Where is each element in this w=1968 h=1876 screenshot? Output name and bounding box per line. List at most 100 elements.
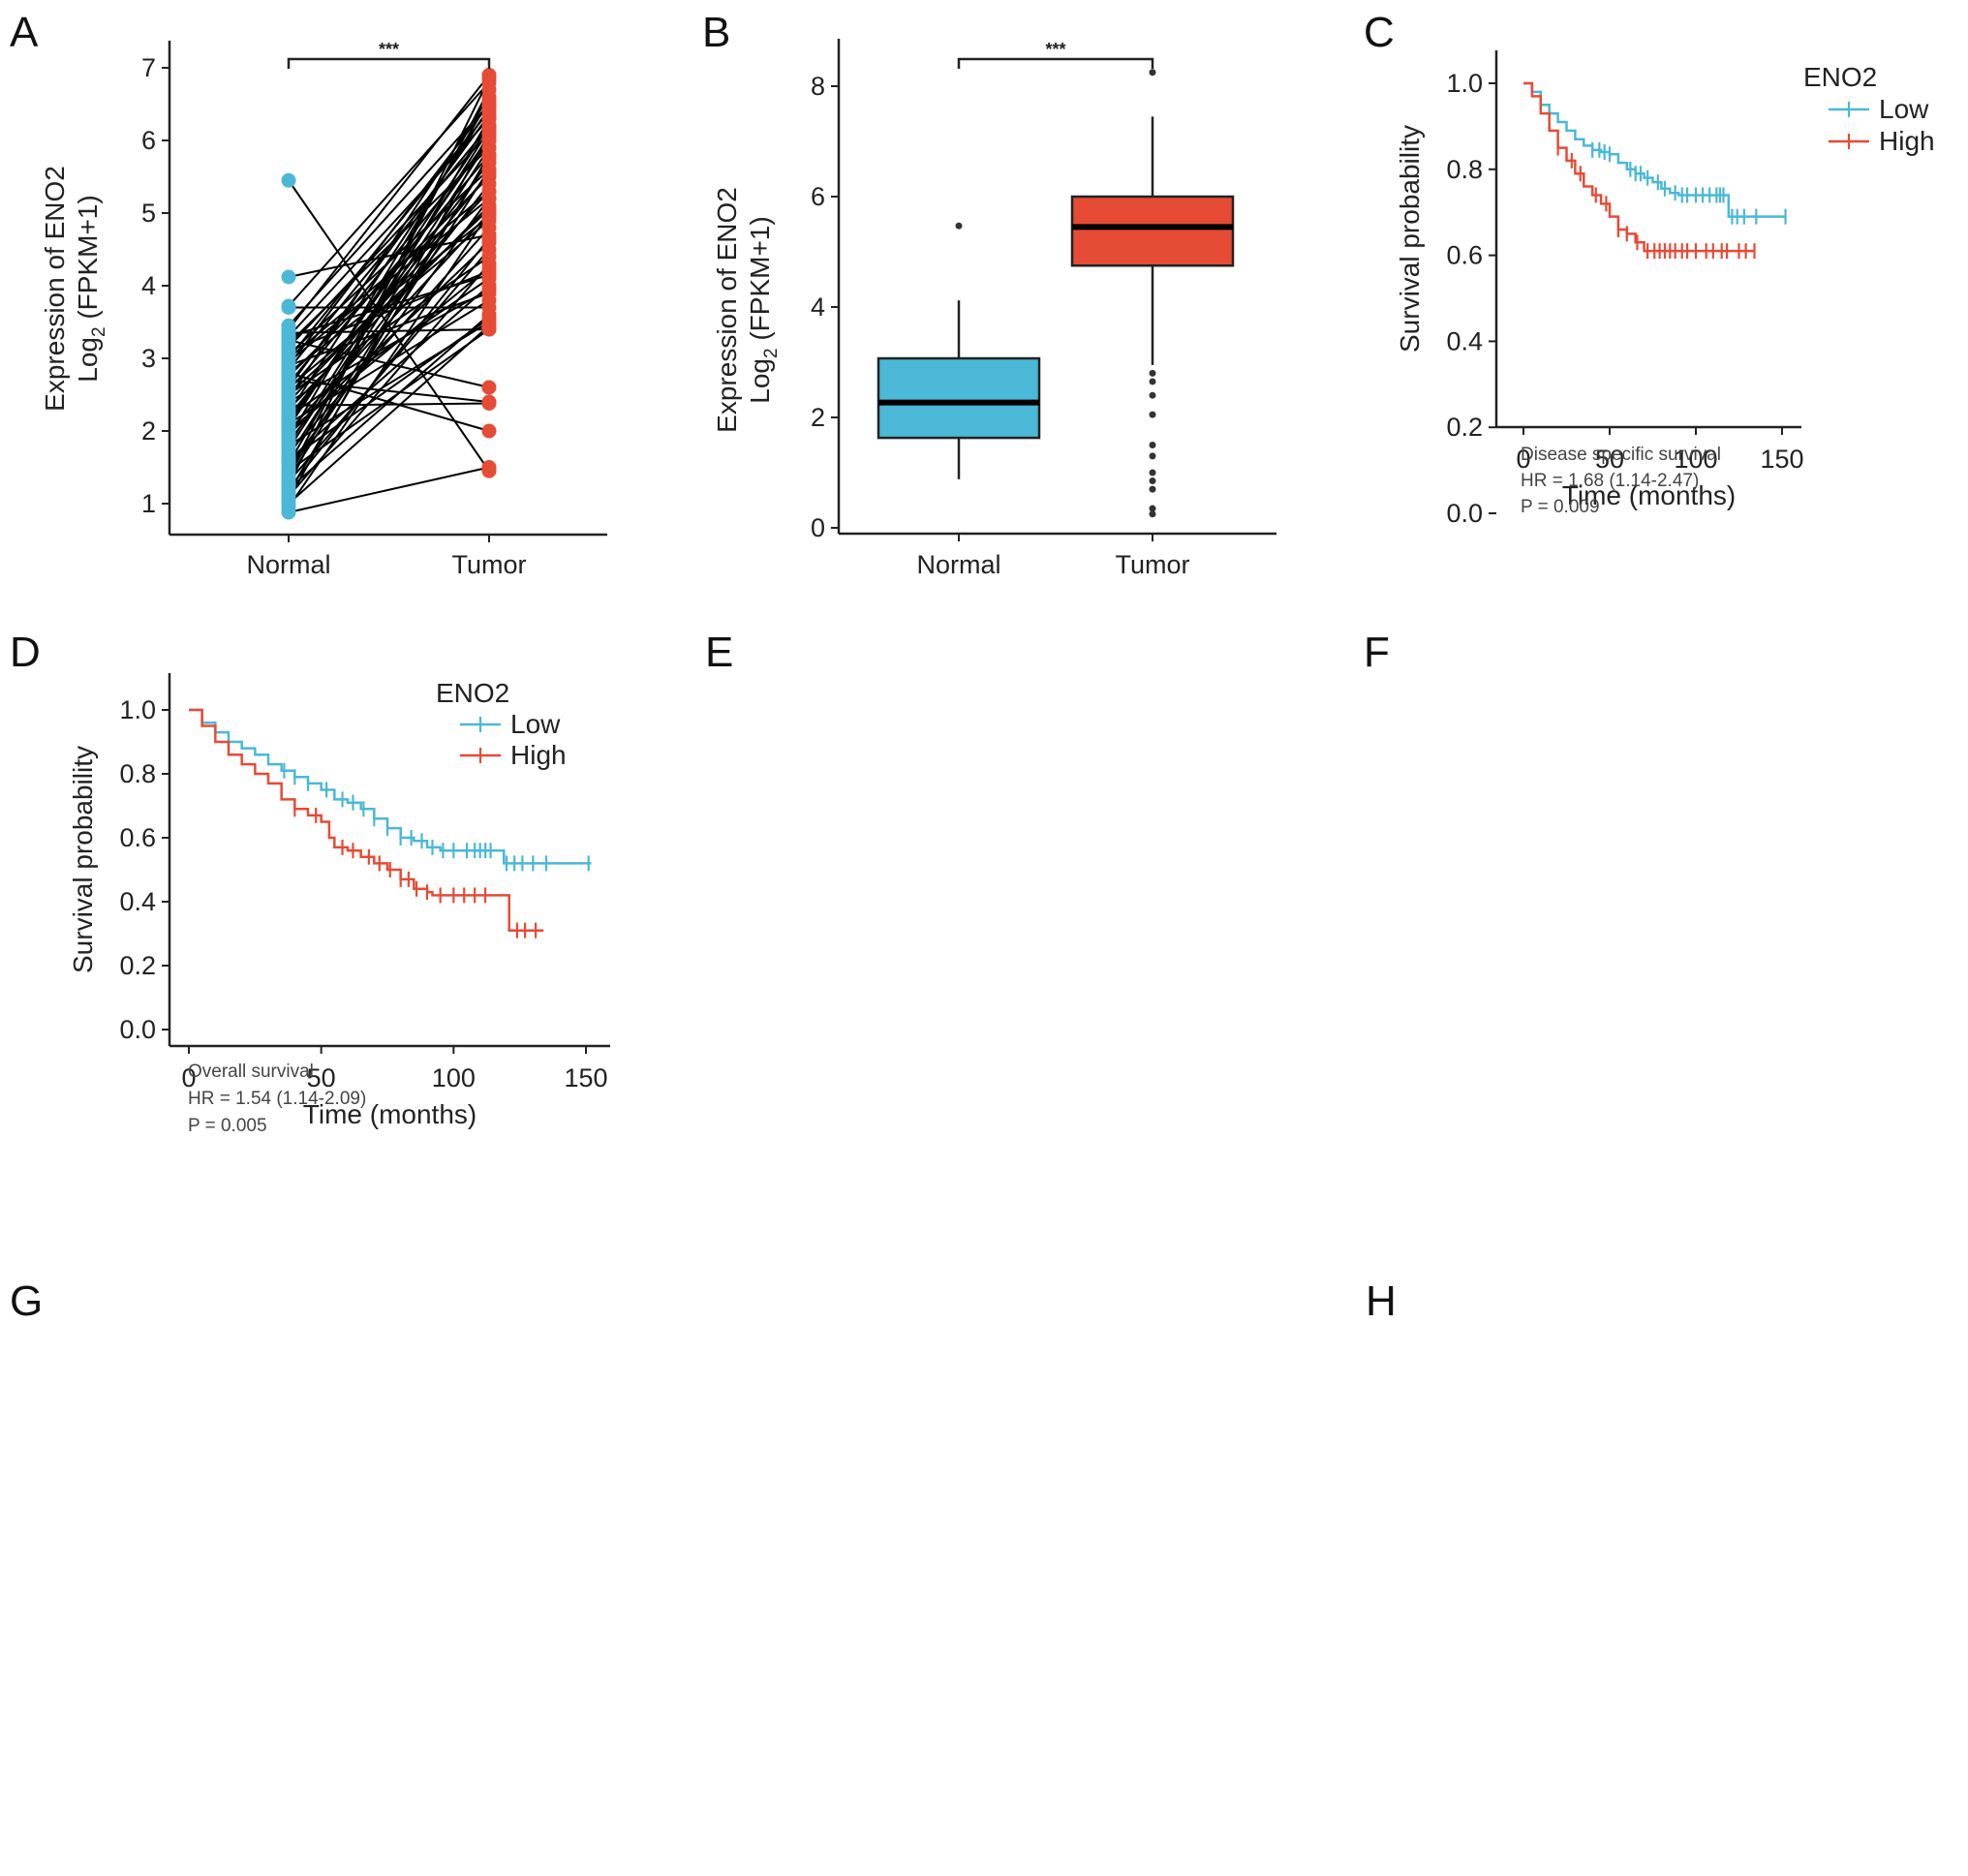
outlier-point <box>1149 485 1156 493</box>
legend-label-high: High <box>510 740 567 770</box>
pair-line <box>288 100 490 440</box>
annotation-text: Overall survival <box>188 1061 314 1082</box>
x-tick-label: 150 <box>1760 445 1803 474</box>
significance-bracket <box>287 57 491 69</box>
tumor-point <box>481 423 497 439</box>
log-text: Log <box>73 337 103 383</box>
y-axis-label: Survival probability <box>68 746 98 973</box>
legend-title: ENO2 <box>1803 62 1877 92</box>
y-axis-label: Survival probability <box>1395 125 1425 353</box>
km-curve-high <box>189 708 544 932</box>
panel-label-e: E <box>705 629 733 676</box>
panel-label-g: G <box>10 1277 43 1325</box>
y-tick-label: 4 <box>811 292 825 322</box>
x-tick-label: Normal <box>916 550 1000 579</box>
y-tick-label: 1 <box>141 489 156 518</box>
outlier-point <box>1149 469 1156 477</box>
pair-line <box>288 314 490 490</box>
legend-label-low: Low <box>510 709 561 739</box>
log-subscript: 2 <box>761 348 782 358</box>
x-tick-label: Normal <box>246 550 330 579</box>
km-curve-low <box>189 708 592 865</box>
outlier-point <box>1149 452 1156 460</box>
pair-line <box>288 103 490 326</box>
pair-line <box>288 74 490 330</box>
outlier-point <box>1149 442 1156 448</box>
annotation-text: Disease specific survival <box>1521 445 1721 465</box>
significance-stars: *** <box>379 40 399 59</box>
tumor-point <box>481 97 497 111</box>
y-tick-label: 1.0 <box>119 695 156 724</box>
tumor-point <box>481 108 497 123</box>
x-tick-label: Tumor <box>451 550 526 579</box>
normal-point <box>281 467 296 482</box>
pair-line <box>288 132 490 349</box>
tumor-point <box>481 460 497 475</box>
y-tick-label: 0.6 <box>119 823 156 852</box>
normal-point <box>281 300 296 315</box>
annotation-text: P = 0.009 <box>1521 497 1600 517</box>
panel-label-a: A <box>10 9 39 56</box>
y-tick-label: 0.8 <box>1446 155 1483 184</box>
y-tick-label: 0.4 <box>119 887 156 916</box>
normal-point <box>281 329 296 344</box>
pair-line <box>288 292 490 367</box>
tumor-point <box>481 184 497 199</box>
km-curve-high <box>1523 81 1755 253</box>
y-tick-label: 6 <box>811 182 825 211</box>
y-tick-label: 3 <box>141 344 156 373</box>
pair-line <box>288 190 490 359</box>
pair-line <box>288 266 490 432</box>
y-tick-label: 2 <box>141 416 156 446</box>
pair-line <box>288 317 490 461</box>
pair-line <box>288 103 490 367</box>
km-curve-low <box>1523 81 1786 218</box>
normal-point <box>281 416 296 431</box>
x-tick-label: 100 <box>1674 445 1717 474</box>
x-tick-label: 50 <box>1595 445 1624 474</box>
pair-line <box>288 288 490 403</box>
legend-label-high: High <box>1879 126 1935 156</box>
x-tick-label: 100 <box>432 1063 476 1092</box>
normal-point <box>281 172 296 188</box>
tumor-point <box>481 82 497 97</box>
pair-line <box>288 285 490 461</box>
tumor-point <box>481 311 497 326</box>
normal-point <box>281 269 296 285</box>
panel-label-d: D <box>10 629 41 676</box>
pair-line <box>288 273 490 338</box>
tumor-point <box>481 166 497 181</box>
panel-label-b: B <box>702 9 730 56</box>
y-axis-label-log2: Log2 (FPKM+1) <box>73 195 109 382</box>
y-tick-label: 7 <box>141 53 156 82</box>
tumor-point <box>481 292 497 308</box>
annotation-text: P = 0.005 <box>188 1116 267 1136</box>
significance-bracket <box>957 57 1154 69</box>
x-axis-label: Time (months) <box>303 1099 477 1129</box>
y-tick-label: 8 <box>811 72 825 101</box>
outlier-point <box>1149 411 1156 418</box>
tumor-point <box>481 151 497 167</box>
pair-line <box>288 466 490 513</box>
pair-line <box>288 248 490 483</box>
tumor-point <box>481 220 497 235</box>
x-tick-label: Tumor <box>1115 550 1189 579</box>
panel-label-f: F <box>1364 629 1390 676</box>
y-tick-label: 2 <box>811 403 825 432</box>
y-tick-label: 0.0 <box>1446 499 1483 528</box>
pair-line <box>288 328 490 334</box>
box-normal <box>876 356 1041 440</box>
outlier-point <box>1149 69 1156 77</box>
tumor-point <box>481 396 497 411</box>
pair-line <box>288 158 490 476</box>
y-tick-label: 5 <box>141 199 156 228</box>
y-tick-label: 0 <box>811 513 825 542</box>
pair-line <box>288 212 490 508</box>
tumor-point <box>481 267 497 283</box>
y-axis-label: Expression of ENO2 <box>40 166 70 412</box>
outlier-point <box>1149 510 1156 518</box>
x-axis-label: Time (months) <box>1562 480 1736 510</box>
pair-line <box>288 81 490 307</box>
outlier-point <box>1149 391 1156 399</box>
